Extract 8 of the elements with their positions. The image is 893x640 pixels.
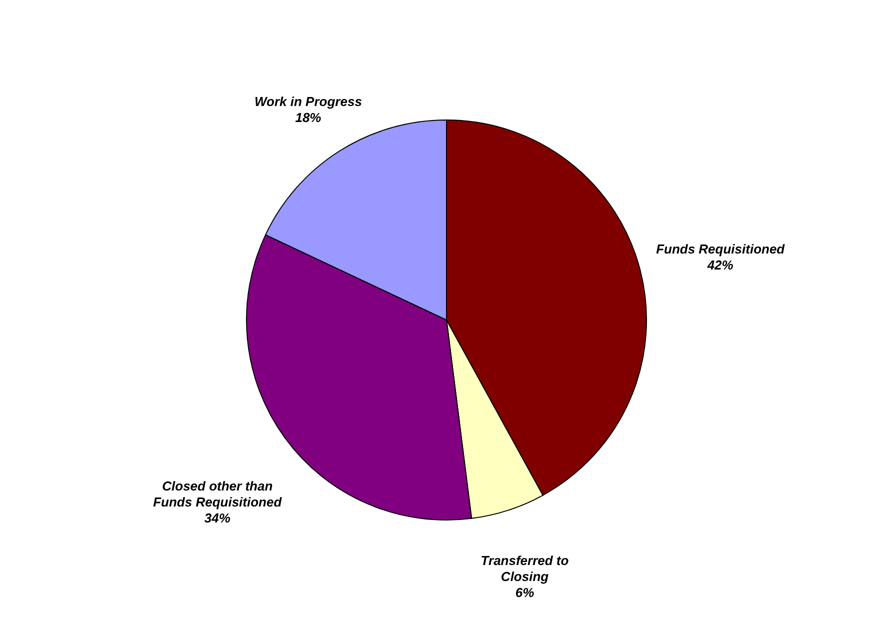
slice-label: Work in Progress [254, 94, 362, 110]
data-label: 6% [515, 584, 535, 600]
data-label: 42% [706, 258, 734, 273]
data-label: 34% [204, 510, 231, 526]
slice-label: Funds Requisitioned [656, 242, 786, 257]
slice-label: Closed other than Funds Requisitioned [153, 478, 283, 510]
data-label: 18% [295, 110, 322, 126]
slice-label: Transferred to Closing [480, 552, 569, 584]
